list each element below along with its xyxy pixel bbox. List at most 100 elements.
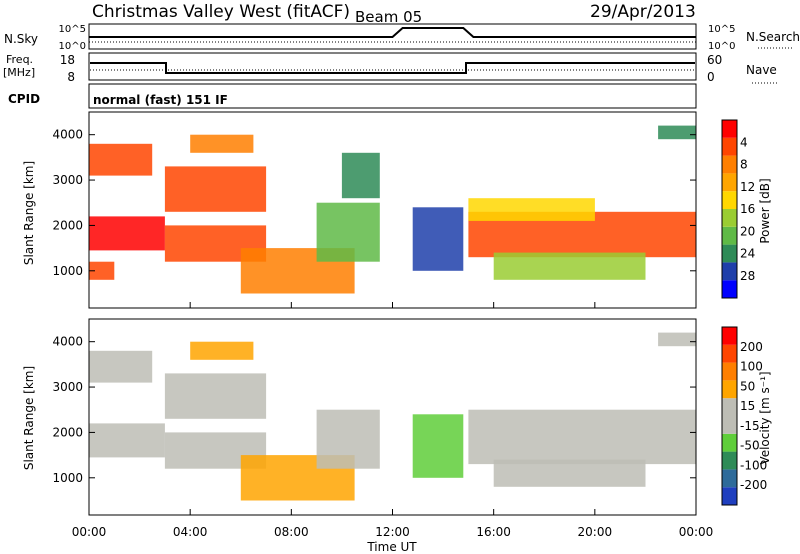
power-region-8 <box>341 152 380 199</box>
nave-label: Nave <box>746 63 777 77</box>
freq-tick-top: 18 <box>60 53 75 67</box>
nsearch-tick-top: 10^5 <box>708 24 735 35</box>
power-region-7 <box>316 202 380 262</box>
x-tick-label: 00:00 <box>679 525 714 539</box>
velocity-region-7 <box>412 414 464 478</box>
velocity-colorbar-segment <box>722 380 737 399</box>
velocity-ytick-label: 2000 <box>52 425 83 439</box>
velocity-region-10 <box>658 332 696 347</box>
power-colorbar-tick: 12 <box>740 180 755 194</box>
freq-label-line1: Freq. <box>6 53 33 66</box>
chart-title: Christmas Valley West (fitACF) <box>92 2 350 22</box>
x-tick-label: 00:00 <box>72 525 107 539</box>
power-colorbar-segment <box>722 137 737 156</box>
power-colorbar-tick: 20 <box>740 224 755 238</box>
nsearch-tick-bottom: 10^0 <box>708 41 735 52</box>
time-x-axis: 00:00 04:00 08:00 12:00 16:00 20:00 00:00 <box>72 302 714 539</box>
velocity-ylabel: Slant Range [km] <box>22 366 36 470</box>
power-ytick-label: 2000 <box>52 218 83 232</box>
velocity-colorbar-tick: 100 <box>740 360 763 374</box>
velocity-ytick-label: 4000 <box>52 335 83 349</box>
power-colorbar-segment <box>722 120 737 138</box>
freq-label-line2: [MHz] <box>3 66 35 79</box>
velocity-region-0 <box>89 423 165 458</box>
velocity-colorbar-frame <box>721 326 738 506</box>
power-region-1 <box>89 143 153 176</box>
velocity-colorbar-segment <box>722 398 737 416</box>
velocity-region-9 <box>493 459 646 487</box>
velocity-colorbar-label: Velocity [m s⁻¹] <box>758 371 772 464</box>
power-colorbar-segment <box>722 191 737 209</box>
power-colorbar-segment <box>722 262 737 281</box>
power-region-11 <box>468 198 595 221</box>
power-region-0 <box>89 216 165 251</box>
power-colorbar-tick: 28 <box>740 269 755 283</box>
nsky-trace <box>89 27 696 38</box>
velocity-colorbar: 200 100 50 15 -15 -50 -100 -200 <box>721 326 767 506</box>
velocity-y-axis: 1000 2000 3000 4000 <box>52 335 696 485</box>
power-colorbar-segment <box>722 244 737 263</box>
power-colorbar-frame <box>721 119 738 299</box>
velocity-colorbar-tick: -15 <box>740 419 760 433</box>
power-ylabel: Slant Range [km] <box>22 161 36 265</box>
velocity-region-1 <box>89 350 153 383</box>
power-y-axis: 1000 2000 3000 4000 <box>52 128 696 278</box>
velocity-region-8 <box>468 409 696 465</box>
x-tick-label: 20:00 <box>578 525 613 539</box>
date-label: 29/Apr/2013 <box>590 2 696 22</box>
x-tick-label: 16:00 <box>476 525 511 539</box>
nsearch-label: N.Search <box>746 30 800 44</box>
velocity-region-4 <box>190 341 254 360</box>
power-colorbar-tick: 8 <box>740 158 748 172</box>
power-colorbar-tick: 4 <box>740 135 748 149</box>
cpid-text: normal (fast) 151 IF <box>93 93 228 107</box>
power-region-9 <box>412 207 464 271</box>
velocity-colorbar-tick: 15 <box>740 399 755 413</box>
nave-tick-top: 60 <box>707 53 722 67</box>
nave-tick-bottom: 0 <box>707 70 715 84</box>
velocity-colorbar-segment <box>722 362 737 381</box>
nsky-tick-top: 10^5 <box>59 24 86 35</box>
velocity-ytick-label: 1000 <box>52 471 83 485</box>
power-region-2 <box>89 261 115 280</box>
velocity-colorbar-tick: 200 <box>740 340 763 354</box>
beam-label: Beam 05 <box>355 8 422 26</box>
power-ytick-label: 1000 <box>52 264 83 278</box>
velocity-colorbar-segment <box>722 469 737 488</box>
nsky-label: N.Sky <box>4 32 38 46</box>
power-region-13 <box>658 125 696 140</box>
velocity-colorbar-segment <box>722 327 737 345</box>
nsky-tick-bottom: 10^0 <box>59 41 86 52</box>
velocity-region-6 <box>316 409 380 469</box>
power-region-4 <box>164 166 267 212</box>
power-colorbar-segment <box>722 280 737 298</box>
power-colorbar: 4 8 12 16 20 24 28 <box>721 119 755 299</box>
power-colorbar-tick: 24 <box>740 247 755 261</box>
x-tick-label: 12:00 <box>375 525 410 539</box>
velocity-colorbar-tick: 50 <box>740 379 755 393</box>
velocity-colorbar-segment <box>722 344 737 363</box>
power-colorbar-segment <box>722 173 737 192</box>
power-colorbar-segment <box>722 209 737 227</box>
power-ytick-label: 4000 <box>52 128 83 142</box>
cpid-label: CPID <box>8 92 40 106</box>
velocity-colorbar-segment <box>722 416 737 434</box>
power-region-5 <box>190 134 254 153</box>
velocity-colorbar-tick: -100 <box>740 458 767 472</box>
freq-trace <box>90 62 695 74</box>
power-colorbar-label: Power [dB] <box>758 178 772 243</box>
power-colorbar-segment <box>722 226 737 245</box>
velocity-region-3 <box>164 373 267 419</box>
power-ytick-label: 3000 <box>52 173 83 187</box>
x-tick-label: 08:00 <box>274 525 309 539</box>
power-region-12 <box>493 252 646 280</box>
velocity-colorbar-tick: -50 <box>740 439 760 453</box>
cpid-panel <box>88 83 697 109</box>
freq-panel <box>88 52 697 81</box>
velocity-ytick-label: 3000 <box>52 380 83 394</box>
x-tick-label: 04:00 <box>173 525 208 539</box>
time-x-label: Time UT <box>366 540 417 554</box>
velocity-colorbar-segment <box>722 451 737 470</box>
velocity-heatmap <box>89 332 696 501</box>
